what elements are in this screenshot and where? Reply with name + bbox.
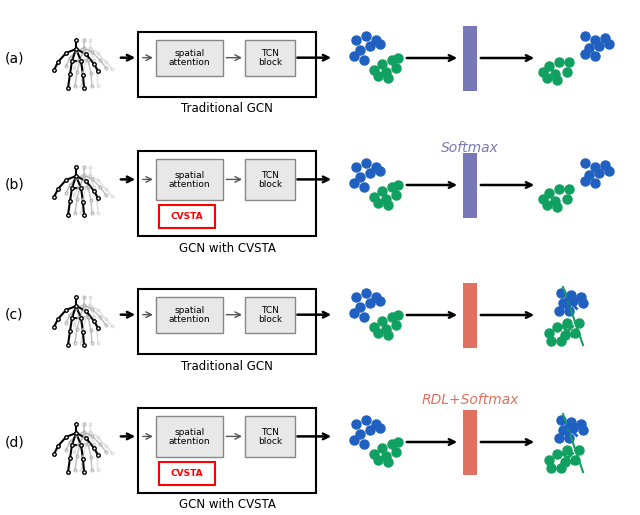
Text: GCN with CVSTA: GCN with CVSTA — [179, 499, 275, 511]
Bar — [159, 462, 214, 485]
Text: TCN: TCN — [260, 171, 278, 180]
Bar — [156, 159, 223, 200]
Text: GCN with CVSTA: GCN with CVSTA — [179, 242, 275, 254]
Text: Softmax: Softmax — [441, 141, 499, 155]
Bar — [245, 297, 294, 333]
Bar — [156, 297, 223, 333]
Text: (c): (c) — [5, 308, 24, 322]
Text: RDL+Softmax: RDL+Softmax — [421, 393, 519, 407]
Bar — [463, 409, 477, 474]
Text: attention: attention — [169, 437, 211, 446]
Text: attention: attention — [169, 180, 211, 189]
Text: Traditional GCN: Traditional GCN — [181, 102, 273, 115]
Text: TCN: TCN — [260, 428, 278, 437]
Text: (b): (b) — [5, 178, 25, 192]
Text: TCN: TCN — [260, 306, 278, 315]
Text: attention: attention — [169, 58, 211, 67]
Text: spatial: spatial — [175, 49, 205, 58]
Bar — [245, 416, 294, 457]
Bar — [156, 40, 223, 76]
Text: CVSTA: CVSTA — [171, 469, 204, 478]
Text: Traditional GCN: Traditional GCN — [181, 359, 273, 372]
Text: (a): (a) — [5, 51, 24, 65]
Bar — [138, 289, 316, 354]
Bar — [245, 159, 294, 200]
Text: TCN: TCN — [260, 49, 278, 58]
Bar — [463, 26, 477, 91]
Text: spatial: spatial — [175, 428, 205, 437]
Bar — [138, 32, 316, 97]
Text: spatial: spatial — [175, 171, 205, 180]
Text: attention: attention — [169, 315, 211, 324]
Text: spatial: spatial — [175, 306, 205, 315]
Bar — [138, 408, 316, 493]
Text: block: block — [258, 58, 282, 67]
Bar — [245, 40, 294, 76]
Bar — [463, 152, 477, 217]
Text: CVSTA: CVSTA — [171, 212, 204, 221]
Text: block: block — [258, 315, 282, 324]
Text: block: block — [258, 437, 282, 446]
Text: block: block — [258, 180, 282, 189]
Bar — [159, 205, 214, 228]
Bar — [156, 416, 223, 457]
Bar — [138, 151, 316, 236]
Bar — [463, 283, 477, 348]
Text: (d): (d) — [5, 435, 25, 449]
